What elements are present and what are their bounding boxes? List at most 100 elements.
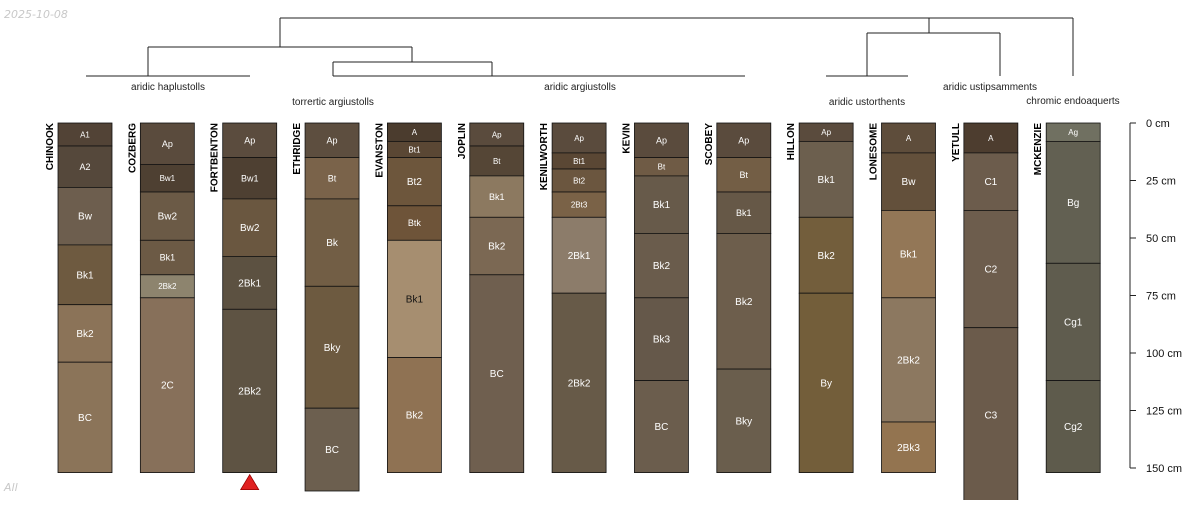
depth-tick-label: 125 cm: [1146, 406, 1182, 418]
horizon-label: 2Bk3: [897, 443, 920, 454]
profile-name: FORTBENTON: [210, 123, 221, 192]
soil-horizon: [139, 191, 195, 241]
profile-marker: [239, 473, 260, 491]
horizon-label: Bk1: [489, 192, 505, 202]
depth-tick-label: 150 cm: [1146, 463, 1182, 475]
horizon-label: Cg1: [1064, 317, 1083, 328]
horizon-label: 2Bk2: [158, 282, 177, 291]
profile-name: KENILWORTH: [539, 123, 550, 190]
horizon-label: Ag: [1068, 128, 1078, 137]
horizon-label: Bw2: [158, 212, 178, 223]
horizon-label: Bt: [328, 173, 337, 183]
corner-label: All: [4, 481, 18, 494]
soil-horizon: [386, 157, 442, 207]
profile-name: CHINOOK: [45, 122, 56, 170]
soil-horizon: [716, 122, 772, 158]
soil-horizon: [57, 304, 113, 363]
soil-horizon: [386, 357, 442, 474]
soil-horizon: [551, 191, 607, 218]
soil-horizon: [139, 297, 195, 473]
soil-profile: Ap Bt Bk1 Bk2 Bk3 BC: [634, 122, 689, 474]
horizon-label: Bk1: [160, 253, 176, 263]
soil-horizon: [634, 232, 689, 299]
horizon-label: C2: [984, 265, 997, 276]
depth-tick-label: 0 cm: [1146, 118, 1170, 130]
soil-horizon: [469, 216, 525, 276]
horizon-label: 2Bk2: [568, 378, 591, 389]
soil-horizon: [634, 380, 689, 474]
soil-profile: Ap Bt1 Bt2 2Bt3 2Bk1 2Bk2: [551, 122, 607, 474]
profile-name: MCKENZIE: [1033, 123, 1044, 176]
horizon-label: Bk3: [653, 335, 671, 346]
soil-horizon: [57, 186, 113, 246]
horizon-label: 2Bk2: [897, 355, 920, 366]
soil-horizon: [634, 175, 689, 234]
horizon-label: Ap: [162, 139, 173, 149]
profile-name: EVANSTON: [374, 123, 385, 178]
soil-profile: A Bt1 Bt2 Btk Bk1 Bk2: [386, 122, 442, 474]
horizon-label: BC: [78, 413, 92, 424]
soil-profile: Ap Bt Bk1 Bk2 BC: [469, 122, 525, 473]
soil-horizon: [716, 157, 772, 193]
horizon-label: BC: [490, 369, 504, 380]
soil-horizon: [798, 216, 854, 294]
horizon-label: Bk1: [76, 270, 94, 281]
horizon-label: Bk1: [406, 294, 424, 305]
date-label: 2025-10-08: [4, 8, 68, 21]
horizon-label: A: [906, 134, 912, 143]
profile-name: KEVIN: [621, 123, 632, 154]
soil-horizon: [1045, 262, 1101, 381]
horizon-label: BC: [325, 445, 339, 456]
horizon-label: Bw: [902, 177, 917, 188]
soil-profile: Ap Bt Bk Bky BC: [304, 122, 360, 492]
depth-tick-label: 75 cm: [1146, 291, 1176, 303]
soil-horizon: [881, 122, 936, 154]
soil-horizon: [304, 407, 360, 492]
soil-horizon: [222, 157, 278, 200]
depth-tick-label: 100 cm: [1146, 348, 1182, 360]
soil-horizon: [881, 421, 936, 473]
profile-name: SCOBEY: [704, 123, 715, 166]
soil-horizon: [57, 244, 113, 306]
horizon-label: Bt1: [573, 157, 586, 166]
profile-name: JOPLIN: [457, 123, 468, 159]
soil-horizon: [634, 122, 689, 158]
horizon-label: Bt: [493, 157, 501, 166]
soil-horizon: [716, 232, 772, 370]
horizon-label: Bky: [324, 343, 341, 354]
horizon-label: Bk1: [653, 200, 671, 211]
horizon-label: Ap: [738, 135, 749, 145]
profile-name: HILLON: [786, 123, 797, 160]
horizon-label: Ap: [492, 130, 502, 139]
profile-name: YETULL: [951, 123, 962, 162]
soil-profile: Ap Bw1 Bw2 Bk1 2Bk2 2C: [139, 122, 195, 473]
horizon-label: Cg2: [1064, 422, 1083, 433]
horizon-label: Bk2: [76, 329, 94, 340]
soil-profile: A Bw Bk1 2Bk2 2Bk3: [881, 122, 936, 473]
group-label: aridic haplustolls: [131, 82, 205, 93]
soil-horizon: [57, 145, 113, 188]
horizon-label: A2: [79, 162, 90, 172]
horizon-label: BC: [654, 422, 668, 433]
horizon-label: Bk2: [488, 242, 506, 253]
horizon-label: A: [988, 134, 994, 143]
soil-horizon: [222, 308, 278, 473]
soil-horizon: [469, 274, 525, 473]
horizon-label: 2Bt3: [571, 200, 588, 209]
soil-horizon: [634, 297, 689, 381]
horizon-label: Bw1: [160, 174, 176, 183]
soil-profile: Ap Bw1 Bw2 2Bk1 2Bk2: [222, 122, 278, 473]
soil-profile: A C1 C2 C3: [963, 122, 1019, 503]
soil-horizon: [304, 122, 360, 158]
profile-name: COZBERG: [127, 123, 138, 173]
soil-profile: Ap Bk1 Bk2 By: [798, 122, 854, 474]
group-label: aridic argiustolls: [544, 82, 616, 93]
soil-horizon: [551, 292, 607, 474]
horizon-label: Btk: [408, 218, 422, 228]
group-label: aridic ustorthents: [829, 97, 905, 108]
soil-profile: Ag Bg Cg1 Cg2: [1045, 122, 1101, 474]
horizon-label: 2Bk1: [568, 251, 591, 262]
horizon-label: By: [820, 378, 832, 389]
horizon-label: 2C: [161, 381, 174, 392]
